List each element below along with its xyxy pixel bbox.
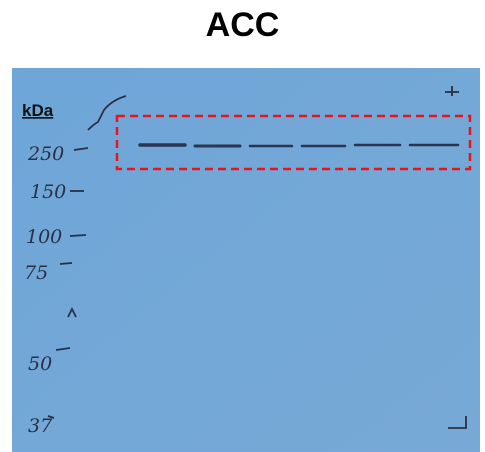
- marker-dash: [47, 415, 55, 419]
- marker-label: 37: [28, 415, 53, 437]
- pen-mark: [87, 95, 127, 131]
- marker-label: 100: [26, 226, 62, 248]
- marker-dash: [73, 147, 89, 151]
- markers: 250 150 100 75 50 37: [24, 143, 89, 437]
- marker-label: 150: [30, 181, 66, 203]
- pen-mark: [448, 416, 467, 429]
- marker-dash: [59, 262, 73, 265]
- marker-dash: [69, 234, 87, 237]
- figure-title: ACC: [205, 6, 280, 44]
- pen-mark: [445, 86, 459, 96]
- marker-label: 75: [24, 262, 48, 284]
- marker-dash: [55, 347, 71, 351]
- pen-mark: [67, 306, 77, 318]
- bands: [138, 143, 460, 148]
- membrane: [12, 68, 480, 452]
- highlight-box: [115, 114, 472, 171]
- marker-label: 50: [28, 353, 52, 375]
- unit-label: kDa: [22, 101, 54, 120]
- marker-label: 250: [27, 143, 64, 165]
